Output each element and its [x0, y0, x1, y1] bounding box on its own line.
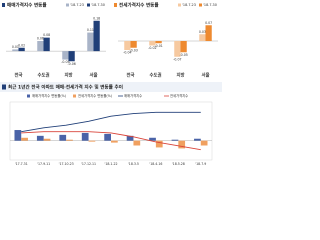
bar	[174, 41, 181, 57]
bar	[37, 41, 44, 52]
value-label: 0.08	[43, 33, 50, 37]
legend-swatch	[27, 94, 30, 98]
bar	[66, 139, 73, 141]
legend-label: '18.7.23	[70, 3, 84, 7]
legend-label: '18.7.23	[182, 3, 196, 7]
bar	[93, 20, 100, 52]
value-label: -0.01	[155, 44, 163, 48]
bar	[180, 41, 187, 53]
line	[21, 131, 201, 151]
title-icon	[114, 3, 117, 7]
bar	[205, 25, 212, 41]
section-icon	[2, 84, 6, 90]
bar	[126, 135, 134, 141]
value-label: 0.03	[199, 30, 206, 34]
x-tick-label: '17.7.31	[15, 162, 28, 166]
bar	[130, 41, 137, 48]
bar	[111, 140, 118, 143]
bar	[88, 140, 96, 142]
plot-area	[9, 101, 213, 161]
bar	[155, 140, 163, 148]
legend-swatch	[178, 3, 181, 7]
bar	[21, 137, 28, 141]
legend-label: 매매가격지수	[124, 93, 142, 98]
x-tick-label: '17.10.23	[59, 162, 74, 166]
x-tick-label: 수도권	[37, 72, 49, 79]
legend-label: '18.7.30	[203, 3, 217, 7]
value-label: 0.11	[87, 28, 94, 32]
bar	[194, 138, 201, 141]
value-label: -0.05	[180, 53, 188, 57]
bar	[149, 137, 156, 141]
title-icon	[2, 3, 5, 7]
bar	[62, 51, 69, 60]
x-tick-label: '18.7.9	[195, 162, 206, 166]
x-tick-label: '18.5.28	[172, 162, 185, 166]
bar	[68, 51, 75, 62]
value-label: 0.07	[205, 21, 212, 25]
value-label: -0.06	[68, 62, 76, 66]
legend-label: 전세가격지수	[170, 93, 188, 98]
bar	[36, 135, 44, 141]
value-label: 0.18	[93, 16, 100, 20]
bar	[200, 140, 208, 146]
bar	[59, 134, 67, 141]
value-label: 0.02	[18, 43, 25, 47]
chart-title: 최근 1년간 전국 아파트 매매·전세가격 지수 및 변동률 추이	[8, 84, 123, 91]
x-tick-label: 서울	[89, 72, 97, 79]
bar	[104, 133, 111, 141]
value-label: -0.07	[173, 57, 181, 61]
value-label: 0.01	[12, 45, 19, 49]
legend-swatch	[87, 3, 90, 7]
page: 매매가격지수 변동률 '18.7.23 '18.7.30 전국 0.01 0.02 수도권 0…	[0, 0, 222, 170]
x-tick-label: 지방	[64, 72, 72, 79]
bar	[124, 41, 131, 50]
bar	[12, 49, 19, 52]
bar	[87, 32, 94, 52]
x-tick-label: 수도권	[149, 72, 161, 79]
value-label: 0.06	[37, 37, 44, 41]
legend-swatch	[73, 94, 76, 98]
legend-swatch	[66, 3, 69, 7]
x-tick-label: 지방	[176, 72, 184, 79]
value-label: -0.04	[123, 51, 131, 55]
x-tick-label: '18.1.22	[104, 162, 117, 166]
value-label: -0.05	[61, 60, 69, 64]
bar	[199, 34, 206, 41]
legend-label: 전세가격지수 변동률(%)	[78, 93, 112, 98]
value-label: -0.03	[130, 48, 138, 52]
bar	[149, 41, 156, 46]
bar	[18, 47, 25, 52]
bar	[43, 138, 51, 141]
x-tick-label: '17.12.11	[81, 162, 96, 166]
bar	[171, 139, 179, 141]
legend-swatch	[199, 3, 202, 7]
legend-label: 매매가격지수 변동률(%)	[32, 93, 66, 98]
line	[21, 111, 201, 133]
x-tick-label: '17.9.11	[37, 162, 50, 166]
bar	[81, 132, 89, 141]
x-tick-label: 서울	[201, 72, 209, 79]
bar	[14, 130, 22, 141]
bar	[178, 140, 186, 149]
section-header	[0, 82, 222, 92]
chart-title: 전세가격지수 변동률	[119, 2, 159, 9]
x-tick-label: 전국	[126, 72, 134, 79]
legend-label: '18.7.30	[91, 3, 105, 7]
bar	[43, 37, 50, 52]
bar	[155, 41, 162, 44]
x-tick-label: '18.4.16	[149, 162, 162, 166]
x-tick-label: 전국	[14, 72, 22, 79]
x-tick-label: '18.3.5	[128, 162, 139, 166]
bar	[133, 140, 141, 146]
chart-title: 매매가격지수 변동률	[7, 2, 47, 9]
value-label: -0.02	[148, 46, 156, 50]
